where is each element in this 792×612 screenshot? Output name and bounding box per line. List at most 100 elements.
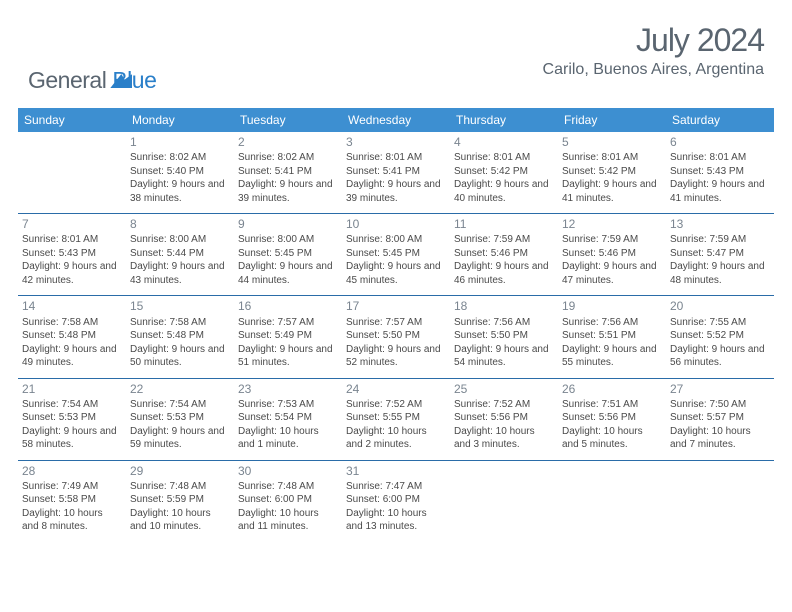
week-row: 1Sunrise: 8:02 AMSunset: 5:40 PMDaylight… bbox=[18, 132, 774, 214]
sunrise-line: Sunrise: 7:54 AM bbox=[130, 398, 230, 412]
sunset-line: Sunset: 5:42 PM bbox=[562, 165, 662, 179]
day-cell: 15Sunrise: 7:58 AMSunset: 5:48 PMDayligh… bbox=[126, 296, 234, 378]
sunrise-line: Sunrise: 8:01 AM bbox=[454, 151, 554, 165]
daylight-line: Daylight: 9 hours and 46 minutes. bbox=[454, 260, 554, 287]
day-header-saturday: Saturday bbox=[666, 108, 774, 132]
daylight-line: Daylight: 10 hours and 13 minutes. bbox=[346, 507, 446, 534]
day-number: 14 bbox=[22, 298, 122, 315]
day-cell: 19Sunrise: 7:56 AMSunset: 5:51 PMDayligh… bbox=[558, 296, 666, 378]
sunset-line: Sunset: 5:57 PM bbox=[670, 411, 770, 425]
day-cell: 14Sunrise: 7:58 AMSunset: 5:48 PMDayligh… bbox=[18, 296, 126, 378]
daylight-line: Daylight: 9 hours and 47 minutes. bbox=[562, 260, 662, 287]
sunset-line: Sunset: 5:45 PM bbox=[238, 247, 338, 261]
brand-logo: General Blue bbox=[28, 22, 156, 94]
calendar-body: 1Sunrise: 8:02 AMSunset: 5:40 PMDaylight… bbox=[18, 132, 774, 542]
daylight-line: Daylight: 9 hours and 52 minutes. bbox=[346, 343, 446, 370]
sunrise-line: Sunrise: 7:49 AM bbox=[22, 480, 122, 494]
sunset-line: Sunset: 5:41 PM bbox=[346, 165, 446, 179]
day-number: 10 bbox=[346, 216, 446, 233]
month-title: July 2024 bbox=[543, 22, 764, 59]
sunset-line: Sunset: 5:53 PM bbox=[130, 411, 230, 425]
day-number: 30 bbox=[238, 463, 338, 480]
daylight-line: Daylight: 9 hours and 44 minutes. bbox=[238, 260, 338, 287]
daylight-line: Daylight: 9 hours and 48 minutes. bbox=[670, 260, 770, 287]
day-cell: 22Sunrise: 7:54 AMSunset: 5:53 PMDayligh… bbox=[126, 378, 234, 460]
day-cell: 5Sunrise: 8:01 AMSunset: 5:42 PMDaylight… bbox=[558, 132, 666, 214]
day-cell bbox=[450, 460, 558, 542]
sunset-line: Sunset: 5:51 PM bbox=[562, 329, 662, 343]
day-number: 24 bbox=[346, 381, 446, 398]
sunset-line: Sunset: 5:48 PM bbox=[22, 329, 122, 343]
day-number: 18 bbox=[454, 298, 554, 315]
daylight-line: Daylight: 9 hours and 39 minutes. bbox=[238, 178, 338, 205]
daylight-line: Daylight: 10 hours and 3 minutes. bbox=[454, 425, 554, 452]
sunrise-line: Sunrise: 7:59 AM bbox=[670, 233, 770, 247]
day-header-wednesday: Wednesday bbox=[342, 108, 450, 132]
daylight-line: Daylight: 10 hours and 7 minutes. bbox=[670, 425, 770, 452]
day-cell: 4Sunrise: 8:01 AMSunset: 5:42 PMDaylight… bbox=[450, 132, 558, 214]
week-row: 28Sunrise: 7:49 AMSunset: 5:58 PMDayligh… bbox=[18, 460, 774, 542]
day-cell bbox=[18, 132, 126, 214]
daylight-line: Daylight: 9 hours and 40 minutes. bbox=[454, 178, 554, 205]
brand-general: General bbox=[28, 67, 106, 93]
sunset-line: Sunset: 5:56 PM bbox=[454, 411, 554, 425]
day-number: 3 bbox=[346, 134, 446, 151]
day-cell: 25Sunrise: 7:52 AMSunset: 5:56 PMDayligh… bbox=[450, 378, 558, 460]
daylight-line: Daylight: 10 hours and 10 minutes. bbox=[130, 507, 230, 534]
day-cell: 10Sunrise: 8:00 AMSunset: 5:45 PMDayligh… bbox=[342, 214, 450, 296]
sunset-line: Sunset: 5:58 PM bbox=[22, 493, 122, 507]
daylight-line: Daylight: 9 hours and 58 minutes. bbox=[22, 425, 122, 452]
week-row: 21Sunrise: 7:54 AMSunset: 5:53 PMDayligh… bbox=[18, 378, 774, 460]
day-number: 12 bbox=[562, 216, 662, 233]
sunrise-line: Sunrise: 7:47 AM bbox=[346, 480, 446, 494]
header: General Blue July 2024 Carilo, Buenos Ai… bbox=[0, 0, 792, 100]
sunset-line: Sunset: 6:00 PM bbox=[238, 493, 338, 507]
sunset-line: Sunset: 5:46 PM bbox=[454, 247, 554, 261]
sunset-line: Sunset: 5:43 PM bbox=[670, 165, 770, 179]
day-header-friday: Friday bbox=[558, 108, 666, 132]
sunrise-line: Sunrise: 7:54 AM bbox=[22, 398, 122, 412]
daylight-line: Daylight: 10 hours and 11 minutes. bbox=[238, 507, 338, 534]
day-number: 25 bbox=[454, 381, 554, 398]
day-number: 26 bbox=[562, 381, 662, 398]
sunrise-line: Sunrise: 7:55 AM bbox=[670, 316, 770, 330]
sunrise-line: Sunrise: 8:01 AM bbox=[562, 151, 662, 165]
day-number: 22 bbox=[130, 381, 230, 398]
sunrise-line: Sunrise: 7:50 AM bbox=[670, 398, 770, 412]
daylight-line: Daylight: 10 hours and 2 minutes. bbox=[346, 425, 446, 452]
title-block: July 2024 Carilo, Buenos Aires, Argentin… bbox=[543, 22, 764, 79]
daylight-line: Daylight: 9 hours and 39 minutes. bbox=[346, 178, 446, 205]
day-cell: 30Sunrise: 7:48 AMSunset: 6:00 PMDayligh… bbox=[234, 460, 342, 542]
day-number: 1 bbox=[130, 134, 230, 151]
daylight-line: Daylight: 9 hours and 41 minutes. bbox=[670, 178, 770, 205]
day-cell: 29Sunrise: 7:48 AMSunset: 5:59 PMDayligh… bbox=[126, 460, 234, 542]
sunset-line: Sunset: 5:53 PM bbox=[22, 411, 122, 425]
day-cell: 27Sunrise: 7:50 AMSunset: 5:57 PMDayligh… bbox=[666, 378, 774, 460]
day-number: 21 bbox=[22, 381, 122, 398]
sunrise-line: Sunrise: 8:01 AM bbox=[346, 151, 446, 165]
sunset-line: Sunset: 5:55 PM bbox=[346, 411, 446, 425]
daylight-line: Daylight: 9 hours and 55 minutes. bbox=[562, 343, 662, 370]
day-header-sunday: Sunday bbox=[18, 108, 126, 132]
calendar-table: SundayMondayTuesdayWednesdayThursdayFrid… bbox=[18, 108, 774, 542]
day-number: 4 bbox=[454, 134, 554, 151]
day-cell: 20Sunrise: 7:55 AMSunset: 5:52 PMDayligh… bbox=[666, 296, 774, 378]
day-cell: 26Sunrise: 7:51 AMSunset: 5:56 PMDayligh… bbox=[558, 378, 666, 460]
sunrise-line: Sunrise: 8:02 AM bbox=[238, 151, 338, 165]
day-number: 29 bbox=[130, 463, 230, 480]
day-cell: 11Sunrise: 7:59 AMSunset: 5:46 PMDayligh… bbox=[450, 214, 558, 296]
daylight-line: Daylight: 9 hours and 59 minutes. bbox=[130, 425, 230, 452]
daylight-line: Daylight: 9 hours and 54 minutes. bbox=[454, 343, 554, 370]
sunset-line: Sunset: 6:00 PM bbox=[346, 493, 446, 507]
day-number: 20 bbox=[670, 298, 770, 315]
sunrise-line: Sunrise: 8:01 AM bbox=[22, 233, 122, 247]
day-number: 17 bbox=[346, 298, 446, 315]
day-cell: 28Sunrise: 7:49 AMSunset: 5:58 PMDayligh… bbox=[18, 460, 126, 542]
day-header-tuesday: Tuesday bbox=[234, 108, 342, 132]
day-cell: 17Sunrise: 7:57 AMSunset: 5:50 PMDayligh… bbox=[342, 296, 450, 378]
daylight-line: Daylight: 9 hours and 49 minutes. bbox=[22, 343, 122, 370]
day-cell: 31Sunrise: 7:47 AMSunset: 6:00 PMDayligh… bbox=[342, 460, 450, 542]
day-header-row: SundayMondayTuesdayWednesdayThursdayFrid… bbox=[18, 108, 774, 132]
sunset-line: Sunset: 5:54 PM bbox=[238, 411, 338, 425]
day-cell: 7Sunrise: 8:01 AMSunset: 5:43 PMDaylight… bbox=[18, 214, 126, 296]
